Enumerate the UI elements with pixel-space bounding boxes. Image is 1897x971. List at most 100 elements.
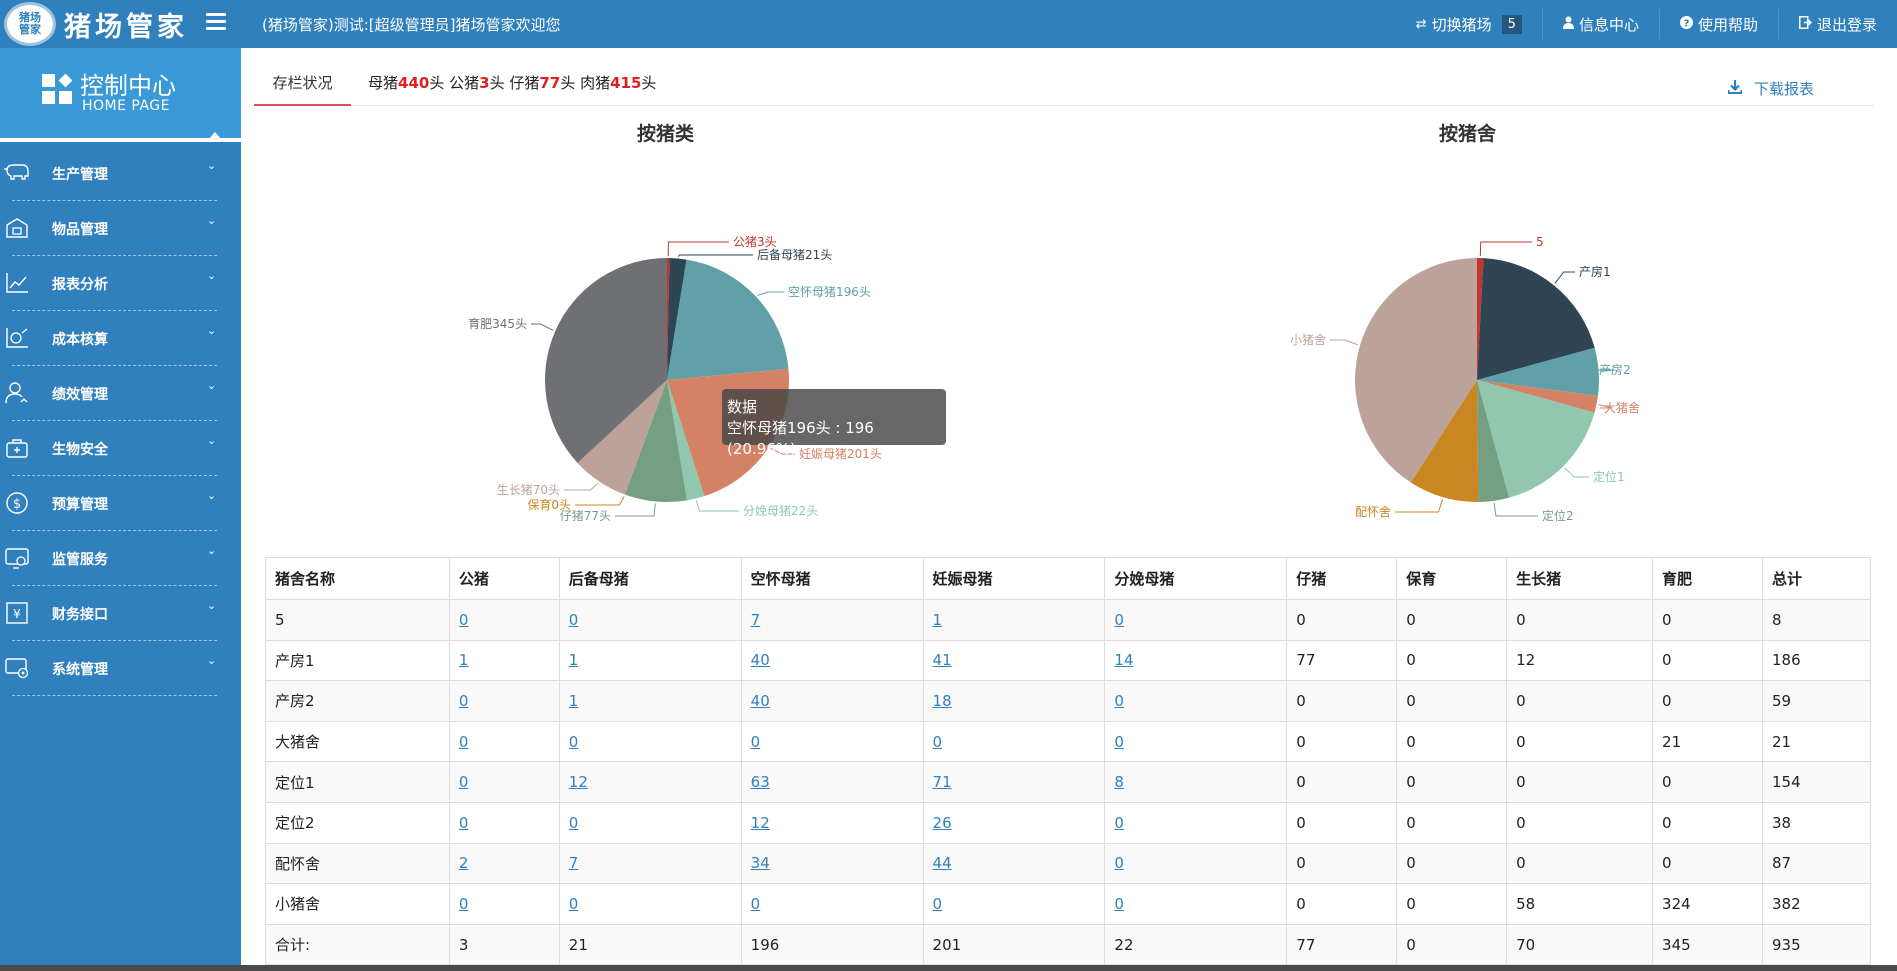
table-cell-link[interactable]: 0 <box>750 732 761 751</box>
table-cell-link[interactable]: 0 <box>458 813 469 832</box>
sidebar-item-7[interactable]: 监管服务 ⌄ <box>0 531 241 586</box>
table-cell-link[interactable]: 18 <box>932 691 952 710</box>
pie-slice[interactable] <box>1355 258 1477 483</box>
table-cell: 0 <box>1396 923 1508 966</box>
pie-slice[interactable] <box>577 380 667 495</box>
download-report-button[interactable]: 下载报表 <box>1727 78 1814 99</box>
table-cell-link[interactable]: 1 <box>568 691 579 710</box>
table-cell-link[interactable]: 0 <box>1114 610 1124 629</box>
tab-inventory-status[interactable]: 存栏状况 <box>254 60 351 106</box>
pie-slice[interactable] <box>1477 380 1595 498</box>
table-cell: 定位1 <box>265 761 450 803</box>
table-cell-link[interactable]: 1 <box>932 610 943 629</box>
table-cell: 22 <box>1104 923 1288 966</box>
chart-tooltip: 数据 空怀母猪196头 : 196 (20.96%) <box>722 389 946 458</box>
table-cell-link[interactable]: 0 <box>458 773 469 792</box>
pie-slice[interactable] <box>624 380 687 502</box>
table-cell-link[interactable]: 63 <box>750 773 770 792</box>
monitor-icon <box>4 545 30 571</box>
table-cell-link[interactable]: 0 <box>932 894 943 913</box>
pie-slice[interactable] <box>1477 258 1595 380</box>
pie-label-line <box>1564 467 1589 478</box>
table-cell-link[interactable]: 8 <box>1114 773 1124 792</box>
table-cell-link[interactable]: 1 <box>568 651 579 670</box>
table-cell-link[interactable]: 1 <box>458 651 469 670</box>
table-cell-link[interactable]: 0 <box>1114 691 1124 710</box>
table-cell: 0 <box>1396 761 1508 803</box>
table-cell-link[interactable]: 0 <box>458 610 469 629</box>
table-cell-link[interactable]: 14 <box>1114 651 1134 670</box>
pie-slice-label: 定位1 <box>1593 469 1625 484</box>
table-cell-link[interactable]: 0 <box>568 813 579 832</box>
table-cell: 0 <box>1396 599 1508 641</box>
pie-slice-label: 保育0头 <box>527 497 571 512</box>
help-button[interactable]: ? 使用帮助 <box>1658 9 1778 39</box>
table-cell-link[interactable]: 41 <box>932 651 952 670</box>
table-cell-link[interactable]: 0 <box>1114 732 1124 751</box>
table-cell-link[interactable]: 0 <box>568 610 579 629</box>
sidebar-item-8[interactable]: ¥ 财务接口 ⌄ <box>0 586 241 641</box>
table-cell-link[interactable]: 71 <box>932 773 952 792</box>
table-cell-link[interactable]: 0 <box>1114 854 1124 873</box>
table-cell-link[interactable]: 0 <box>458 691 469 710</box>
table-cell-link[interactable]: 0 <box>568 732 579 751</box>
sidebar-item-6[interactable]: $ 预算管理 ⌄ <box>0 476 241 531</box>
table-cell: 1 <box>558 639 742 682</box>
sidebar-item-1[interactable]: 物品管理 ⌄ <box>0 201 241 256</box>
table-cell-link[interactable]: 34 <box>750 854 770 873</box>
pie-slice[interactable] <box>1477 258 1484 380</box>
app-logo[interactable]: 猪场管家 猪场管家 <box>4 2 240 46</box>
sidebar-item-9[interactable]: 系统管理 ⌄ <box>0 641 241 696</box>
table-cell-link[interactable]: 0 <box>932 732 943 751</box>
table-cell: 大猪舍 <box>265 720 450 763</box>
logout-icon <box>1798 15 1813 33</box>
pie-slice[interactable] <box>667 258 670 380</box>
table-total-row: 合计: 3 21 196 201 22 77 0 70 345 935 <box>265 923 1872 966</box>
table-cell-link[interactable]: 0 <box>1114 813 1124 832</box>
control-center-header[interactable]: 控制中心 HOME PAGE <box>0 48 241 142</box>
table-cell-link[interactable]: 0 <box>458 732 469 751</box>
sidebar-item-3[interactable]: 成本核算 ⌄ <box>0 311 241 366</box>
sidebar-item-2[interactable]: 报表分析 ⌄ <box>0 256 241 311</box>
table-cell-link[interactable]: 12 <box>750 813 770 832</box>
pie-slice[interactable] <box>667 380 705 501</box>
table-cell-link[interactable]: 0 <box>750 894 761 913</box>
table-row: 小猪舍 0 0 0 0 0 0 0 58 324 382 <box>265 883 1872 925</box>
control-center-subtitle: HOME PAGE <box>82 98 170 114</box>
pie-slice-label: 小猪舍 <box>1290 332 1326 347</box>
table-cell: 小猪舍 <box>265 883 450 925</box>
pie-slice[interactable] <box>1410 380 1479 503</box>
table-cell-link[interactable]: 0 <box>1114 894 1124 913</box>
hamburger-menu-icon[interactable] <box>206 13 226 31</box>
pie-slice[interactable] <box>1477 347 1599 396</box>
table-cell-link[interactable]: 40 <box>750 651 770 670</box>
pie-label-line <box>667 241 729 257</box>
pie-slice[interactable] <box>667 258 687 380</box>
table-cell-link[interactable]: 26 <box>932 813 952 832</box>
table-cell-link[interactable]: 40 <box>750 691 770 710</box>
table-cell-link[interactable]: 0 <box>458 894 469 913</box>
table-cell: 71 <box>922 761 1106 803</box>
column-header: 分娩母猪 <box>1104 557 1288 600</box>
table-cell: 0 <box>922 720 1106 763</box>
table-cell-link[interactable]: 0 <box>568 894 579 913</box>
pie-label-line <box>1598 404 1613 409</box>
sidebar-item-4[interactable]: 绩效管理 ⌄ <box>0 366 241 421</box>
sidebar-item-5[interactable]: 生物安全 ⌄ <box>0 421 241 476</box>
switch-farm-button[interactable]: ⇄ 切换猪场 5 <box>1396 9 1542 39</box>
logout-button[interactable]: 退出登录 <box>1777 9 1897 39</box>
table-cell: 0 <box>1104 720 1288 763</box>
sidebar-item-0[interactable]: 生产管理 ⌄ <box>0 146 241 201</box>
pie-slice[interactable] <box>545 258 667 463</box>
table-cell-link[interactable]: 2 <box>458 854 469 873</box>
table-cell: 0 <box>1286 720 1398 763</box>
table-row: 配怀舍 2 7 34 44 0 0 0 0 0 87 <box>265 842 1872 885</box>
table-cell-link[interactable]: 44 <box>932 854 952 873</box>
pie-slice[interactable] <box>1477 380 1510 502</box>
table-cell-link[interactable]: 12 <box>568 773 588 792</box>
pie-slice[interactable] <box>1477 380 1598 413</box>
table-cell-link[interactable]: 7 <box>750 610 761 629</box>
pie-slice[interactable] <box>667 259 789 380</box>
table-cell-link[interactable]: 7 <box>568 854 579 873</box>
info-center-button[interactable]: 信息中心 <box>1541 9 1659 39</box>
